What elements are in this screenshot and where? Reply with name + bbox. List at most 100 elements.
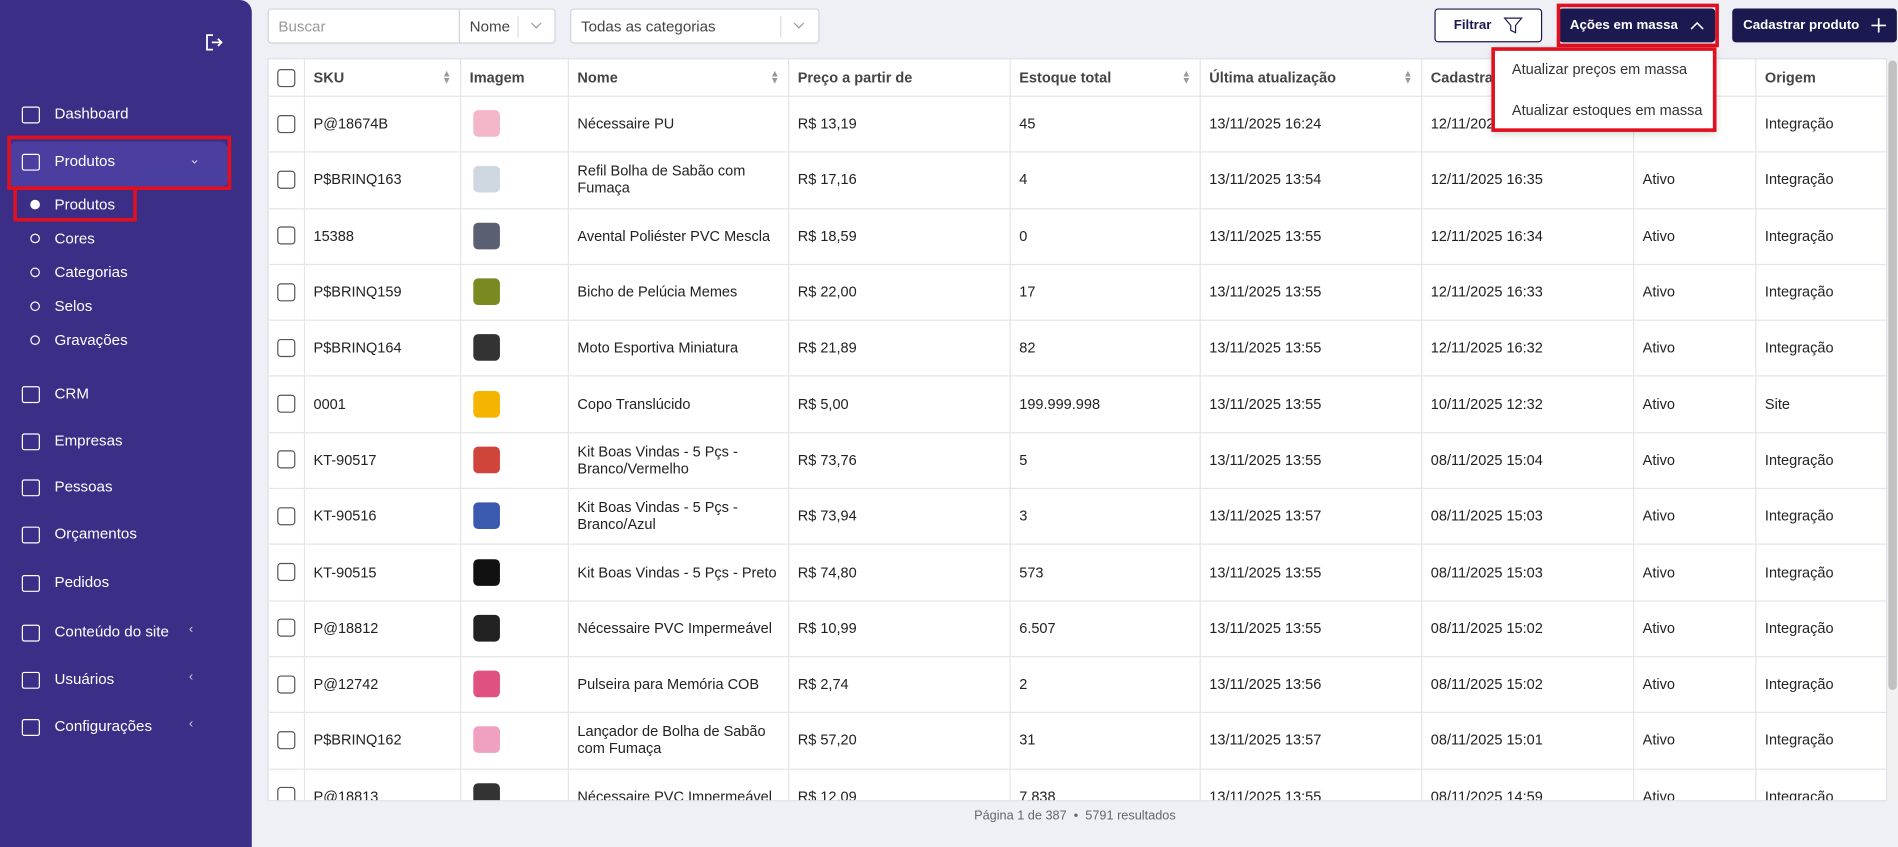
cell-text: Ativo	[1642, 171, 1675, 189]
cell-text: Integração	[1764, 227, 1834, 245]
cell: Copo Translúcido	[569, 375, 790, 432]
cell: Site	[1756, 376, 1886, 432]
cell-text: 17	[1019, 283, 1036, 301]
table-row[interactable]: KT-90515 Kit Boas Vindas - 5 Pçs - Preto R…	[268, 543, 1886, 602]
cell	[461, 656, 569, 713]
filter-button[interactable]: Filtrar	[1434, 8, 1543, 43]
cell: 08/11/2025 15:03	[1422, 487, 1635, 544]
cell-text: R$ 12,09	[797, 787, 857, 802]
nav-item[interactable]: Pessoas	[54, 478, 113, 496]
row-checkbox[interactable]	[277, 787, 296, 801]
column-label[interactable]: Preço a partir de	[797, 68, 913, 86]
nav-icon	[21, 433, 40, 451]
row-checkbox[interactable]	[277, 170, 296, 189]
sort-icon[interactable]: ▲▼	[1181, 67, 1192, 86]
table-row[interactable]: P@18674B Nécessaire PU R$ 13,19 45 13/11/202…	[268, 95, 1886, 153]
row-checkbox[interactable]	[277, 114, 296, 133]
table-row[interactable]: P$BRINQ159 Bicho de Pelúcia Memes R$ 22,00…	[268, 263, 1886, 322]
table-row[interactable]: 15388 Avental Poliéster PVC Mescla R$ 18,5…	[268, 207, 1886, 265]
cell: Nécessaire PVC Impermeável	[569, 600, 790, 657]
cell	[269, 656, 306, 713]
cell: P@12742	[305, 656, 462, 713]
cell-text: 13/11/2025 13:56	[1209, 675, 1322, 693]
table-row[interactable]: P@12742 Pulseira para Memória COB R$ 2,74 2…	[268, 656, 1886, 714]
row-checkbox[interactable]	[277, 618, 296, 638]
cell	[269, 95, 306, 152]
row-checkbox[interactable]	[277, 394, 296, 413]
table-row[interactable]: P@18813 Nécessaire PVC Impermeável R$ 12,0…	[269, 768, 1886, 802]
nav-item[interactable]: Conteúdo do site	[54, 623, 169, 641]
cell-text: Refil Bolha de Sabão com Fumaça	[577, 162, 746, 197]
cell: R$ 21,89	[789, 319, 1011, 376]
sidebar: Dashboard Produtos ⌄ Produtos Cores Categoria…	[0, 0, 252, 847]
category-select[interactable]: Todas as categorias	[570, 8, 820, 44]
nav-item[interactable]: Pedidos	[54, 573, 110, 591]
row-checkbox[interactable]	[277, 450, 296, 469]
row-checkbox[interactable]	[277, 506, 296, 526]
nav-item[interactable]: Empresas	[54, 432, 123, 450]
cell: 82	[1011, 319, 1201, 376]
nav-subitem[interactable]: Gravações	[54, 331, 128, 349]
table-row[interactable]: 0001 Copo Translúcido R$ 5,00 199.999.998 13…	[268, 375, 1886, 434]
row-checkbox[interactable]	[277, 731, 296, 750]
row-checkbox[interactable]	[277, 675, 296, 694]
product-image	[473, 670, 500, 698]
nav-subitem[interactable]: Selos	[54, 297, 93, 315]
cell: R$ 17,16	[789, 151, 1011, 208]
table-row[interactable]: P@18812 Nécessaire PVC Impermeável R$ 10,9…	[268, 600, 1886, 658]
column-label[interactable]: Origem	[1764, 68, 1816, 86]
row-checkbox[interactable]	[277, 226, 296, 245]
search-field[interactable]: Nome	[469, 18, 511, 36]
column-label[interactable]: SKU	[313, 68, 345, 86]
cell: Integração	[1756, 96, 1886, 152]
sort-icon[interactable]: ▲▼	[441, 67, 452, 86]
sort-icon[interactable]: ▲▼	[1403, 67, 1413, 86]
cell	[461, 600, 569, 657]
nav-dot	[30, 199, 40, 210]
nav-item[interactable]: Orçamentos	[54, 525, 137, 543]
cell-text: Moto Esportiva Miniatura	[577, 339, 739, 357]
dropdown-item[interactable]: Atualizar estoques em massa	[1511, 101, 1703, 119]
column-label[interactable]: Estoque total	[1019, 68, 1112, 86]
cell: R$ 73,76	[789, 431, 1011, 488]
table-row[interactable]: KT-90517 Kit Boas Vindas - 5 Pçs - Branco…	[268, 431, 1886, 490]
cell-text: Integração	[1764, 563, 1834, 581]
sort-icon[interactable]: ▲▼	[769, 67, 780, 86]
nav-item[interactable]: Usuários	[54, 670, 115, 688]
table-row[interactable]: P$BRINQ162 Lançador de Bolha de Sabão com…	[268, 712, 1886, 770]
column-label[interactable]: Imagem	[469, 68, 525, 86]
cell-text: Kit Boas Vindas - 5 Pçs - Branco/Azul	[577, 499, 738, 533]
nav-item[interactable]: Produtos	[54, 152, 116, 170]
table-row[interactable]: P$BRINQ164 Moto Esportiva Miniatura R$ 21,…	[268, 319, 1886, 378]
row-checkbox[interactable]	[277, 338, 296, 357]
column-label[interactable]: Última atualização	[1209, 68, 1337, 86]
search-box[interactable]: Buscar Nome	[267, 8, 556, 44]
cell-text: 12/11/2025	[1430, 115, 1503, 133]
cell-text: Integração	[1764, 115, 1834, 133]
nav-item[interactable]: CRM	[54, 384, 89, 402]
cell-text: 4	[1019, 171, 1028, 189]
cell-text: R$ 73,94	[797, 507, 857, 525]
select-all-checkbox[interactable]	[277, 68, 296, 87]
table-row[interactable]: KT-90516 Kit Boas Vindas - 5 Pçs - Branco…	[268, 487, 1886, 546]
cell-text: Integração	[1764, 619, 1834, 637]
nav-subitem[interactable]: Categorias	[54, 263, 128, 281]
dropdown-item[interactable]: Atualizar preços em massa	[1511, 60, 1688, 78]
bulk-actions-button[interactable]: Ações em massa	[1559, 8, 1716, 43]
create-button[interactable]: Cadastrar produto	[1732, 8, 1897, 43]
cell: R$ 5,00	[789, 375, 1011, 432]
table-row[interactable]: P$BRINQ163 Refil Bolha de Sabão com Fumaç…	[268, 151, 1886, 209]
nav-item[interactable]: Configurações	[54, 717, 153, 735]
cell: 45	[1011, 95, 1201, 152]
nav-item[interactable]: Dashboard	[54, 105, 129, 123]
column-label[interactable]: Cadastrado	[1430, 68, 1511, 86]
logout-icon[interactable]	[206, 34, 223, 51]
nav-subitem[interactable]: Produtos	[54, 196, 116, 214]
row-checkbox[interactable]	[277, 282, 296, 301]
nav-subitem[interactable]: Cores	[54, 229, 95, 247]
cell-text: Ativo	[1642, 283, 1675, 301]
column-label[interactable]: Nome	[577, 68, 618, 86]
cell	[269, 487, 306, 544]
row-checkbox[interactable]	[277, 562, 296, 582]
cell-text: P@12742	[313, 675, 379, 693]
